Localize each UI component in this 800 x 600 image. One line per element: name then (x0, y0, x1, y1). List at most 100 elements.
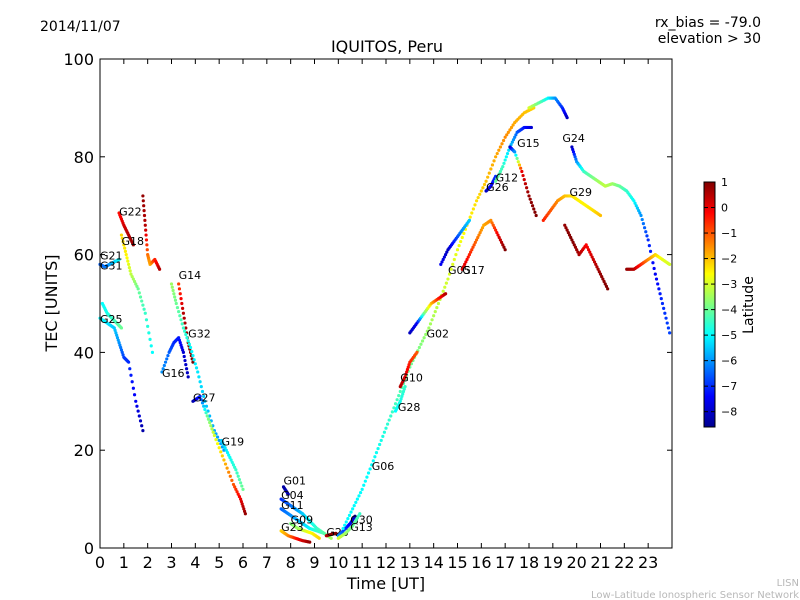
tec-point (124, 253, 128, 257)
tec-point (123, 249, 128, 253)
tec-point (362, 483, 366, 487)
tec-point (122, 243, 126, 247)
satellite-track-g17: G17 (460, 218, 507, 277)
tec-point (230, 460, 234, 465)
tec-point (329, 536, 333, 540)
tec-point (228, 455, 232, 460)
tec-point (648, 249, 653, 253)
tec-point (472, 243, 476, 247)
tec-point (520, 169, 524, 174)
tec-point (240, 502, 244, 506)
tec-point (481, 186, 485, 190)
satellite-track-g13: G13 (336, 512, 373, 540)
tec-point (229, 458, 233, 462)
tec-point (352, 504, 356, 508)
tec-point (498, 145, 502, 149)
tec-point (349, 510, 353, 514)
tec-point (200, 389, 205, 394)
tec-point (368, 467, 372, 471)
tec-point (127, 266, 131, 270)
colorbar-tick-label: −8 (721, 406, 737, 419)
satellite-label: G21 (100, 249, 123, 262)
tec-point (217, 446, 221, 450)
tec-point (365, 475, 369, 479)
tec-point (502, 245, 506, 249)
x-tick-label: 14 (423, 553, 443, 572)
tec-point (473, 203, 477, 207)
tec-point (186, 339, 190, 343)
tec-point (492, 226, 497, 230)
tec-point (142, 307, 146, 311)
tec-point (233, 485, 237, 489)
tec-point (454, 253, 458, 257)
tec-point (664, 316, 668, 320)
satellite-track-g29: G29 (541, 186, 603, 222)
tec-point (443, 285, 447, 289)
tec-point (651, 261, 655, 265)
tec-point (596, 267, 600, 271)
tec-point (447, 272, 452, 276)
tec-point (566, 230, 570, 235)
tec-point (132, 279, 137, 284)
tec-point (353, 514, 357, 518)
tec-point (123, 246, 127, 250)
tec-point (445, 250, 449, 254)
tec-point (486, 175, 490, 179)
tec-point (397, 393, 401, 398)
tec-point (464, 260, 468, 264)
colorbar-tick-label: −7 (721, 380, 737, 393)
tec-point (495, 177, 499, 181)
satellite-label: G30 (350, 514, 373, 527)
tec-point (467, 218, 472, 222)
tec-point (360, 487, 364, 491)
tec-point (130, 275, 134, 279)
tec-point (589, 253, 593, 257)
tec-point (585, 245, 589, 249)
tec-point (519, 166, 523, 170)
tec-point (381, 434, 385, 438)
tec-point (165, 357, 169, 361)
tec-point (141, 303, 145, 307)
tec-point (502, 161, 506, 165)
tec-point (460, 267, 464, 271)
tec-point (660, 301, 665, 306)
tec-point (127, 360, 131, 364)
tec-point (317, 536, 321, 540)
tec-point (509, 125, 514, 130)
tec-point (242, 507, 246, 511)
tec-point (223, 462, 228, 466)
tec-point (513, 150, 517, 154)
satellite-label: G01 (284, 474, 307, 487)
tec-point (659, 297, 663, 301)
tec-point (191, 354, 195, 358)
tec-point (441, 257, 445, 262)
tec-point (366, 471, 371, 475)
tec-point (637, 208, 641, 213)
tec-point (198, 380, 202, 384)
tec-point (474, 238, 479, 242)
x-tick-label: 18 (519, 553, 539, 572)
tec-point (668, 331, 672, 335)
tec-point (521, 173, 525, 178)
tec-point (449, 267, 453, 271)
satellite-label: G14 (179, 269, 202, 282)
tec-point (193, 362, 197, 366)
tec-point (474, 199, 479, 203)
tec-point (653, 272, 657, 276)
y-tick-label: 20 (74, 441, 94, 460)
tec-point (401, 392, 405, 396)
tec-point (646, 238, 650, 242)
tec-point (656, 282, 660, 286)
tec-point (480, 226, 485, 230)
satellite-track-g28: G28 (393, 385, 420, 414)
tec-point (573, 245, 578, 249)
tec-point (374, 451, 379, 455)
tec-point (666, 326, 671, 330)
tec-point (131, 243, 135, 247)
tec-point (222, 443, 226, 447)
tec-point (184, 367, 189, 371)
tec-point (495, 151, 499, 156)
tec-point (441, 289, 445, 293)
tec-point (503, 158, 507, 162)
tec-point (208, 420, 212, 425)
